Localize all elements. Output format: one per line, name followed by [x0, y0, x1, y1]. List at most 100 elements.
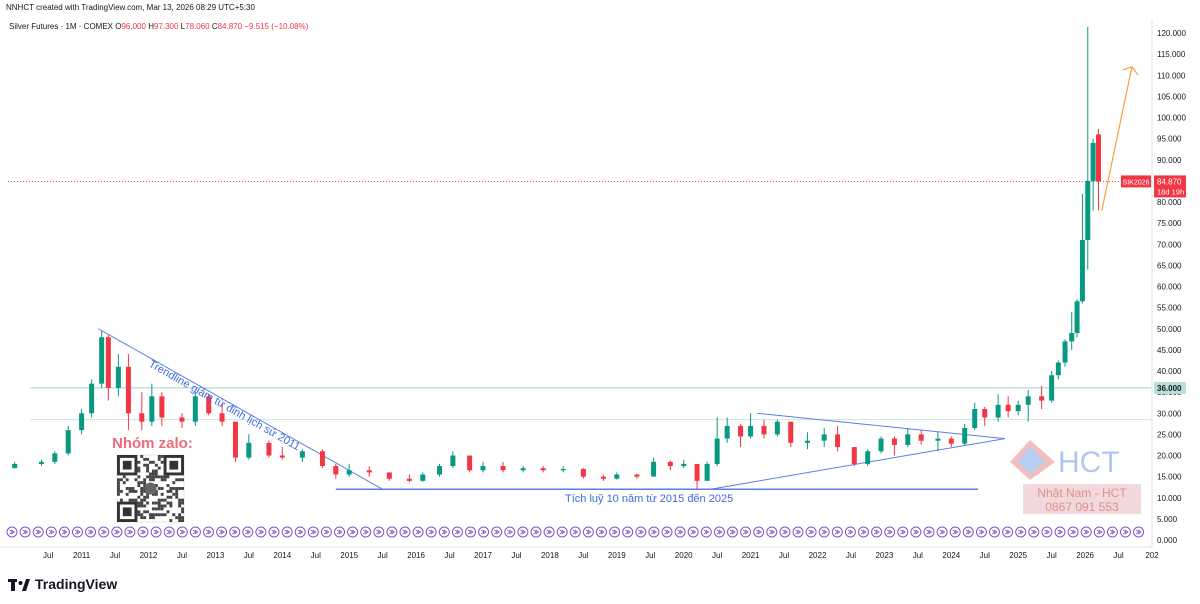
qr-module	[151, 472, 155, 476]
high-value: 97.300	[153, 22, 179, 31]
event-marker-icon	[297, 529, 302, 535]
time-axis-label: 2011	[73, 551, 91, 560]
event-marker-icon	[690, 529, 695, 535]
event-marker-icon	[443, 529, 448, 535]
qr-module	[160, 513, 164, 517]
candle-body	[12, 463, 18, 469]
event-marker-icon	[1019, 529, 1024, 535]
downtrend-line	[98, 328, 383, 490]
event-marker-icon	[378, 529, 383, 535]
event-marker-icon	[179, 529, 184, 535]
event-marker-icon	[705, 529, 710, 535]
qr-module	[178, 504, 182, 508]
qr-module	[154, 489, 158, 493]
price-axis-label: 60.000	[1157, 283, 1182, 292]
event-marker-icon	[168, 529, 173, 535]
event-marker-icon	[965, 529, 970, 535]
qr-module	[181, 498, 184, 502]
qr-zalo-badge	[144, 482, 157, 495]
qr-module	[169, 519, 173, 522]
candle-body	[724, 425, 730, 439]
qr-module	[146, 463, 150, 467]
price-axis-label: 55.000	[1157, 304, 1182, 313]
event-marker-icon	[87, 529, 92, 535]
time-axis-label: 2016	[407, 551, 425, 560]
qr-module	[175, 478, 179, 482]
price-chart[interactable]: Trendline giảm từ đỉnh lịch sử 2011Tích …	[0, 0, 1200, 570]
qr-module	[117, 478, 120, 482]
qr-module	[117, 492, 120, 496]
event-marker-icon	[415, 529, 420, 535]
event-marker-icon	[666, 529, 671, 535]
event-marker-icon	[954, 529, 959, 535]
event-marker-icon	[89, 529, 94, 535]
qr-module	[154, 463, 158, 467]
tradingview-logo-icon	[8, 578, 30, 591]
qr-module	[128, 489, 132, 493]
event-marker-icon	[469, 529, 474, 535]
candle-body	[774, 421, 780, 435]
event-marker-icon	[482, 529, 487, 535]
qr-module	[137, 484, 141, 488]
event-marker-icon	[535, 529, 540, 535]
qr-module	[134, 478, 138, 482]
qr-module	[137, 475, 141, 479]
qr-module	[175, 495, 179, 499]
event-marker-icon	[902, 529, 907, 535]
event-marker-icon	[351, 529, 356, 535]
symbol-name[interactable]: Silver Futures · 1M · COMEX	[9, 22, 114, 31]
event-marker-icon	[795, 529, 800, 535]
qr-module	[163, 504, 167, 508]
price-axis-label: 25.000	[1157, 430, 1182, 439]
candle-body	[1090, 142, 1096, 181]
event-marker-icon	[245, 529, 250, 535]
event-marker-icon	[849, 529, 854, 535]
qr-module	[149, 460, 152, 464]
event-marker-icon	[495, 529, 500, 535]
qr-module	[157, 475, 161, 479]
event-marker-icon	[862, 529, 867, 535]
qr-module	[131, 487, 135, 490]
event-marker-icon	[1072, 529, 1077, 535]
candle-body	[995, 404, 1001, 418]
event-marker-icon	[546, 529, 551, 535]
qr-module	[151, 460, 155, 464]
time-axis-label: 2013	[206, 551, 224, 560]
candle-body	[65, 430, 71, 454]
qr-module	[137, 481, 141, 485]
time-axis-label: Jul	[244, 551, 254, 560]
qr-module	[157, 455, 161, 458]
qr-module	[143, 481, 147, 485]
qr-module	[172, 487, 176, 490]
qr-module	[143, 495, 147, 499]
event-marker-icon	[664, 529, 669, 535]
event-marker-icon	[875, 529, 880, 535]
qr-module	[163, 498, 167, 502]
event-marker-icon	[155, 529, 160, 535]
candle-body	[540, 468, 546, 471]
qr-module	[143, 489, 147, 493]
price-axis-label: 30.000	[1157, 409, 1182, 418]
qr-module	[154, 484, 158, 488]
time-axis-label: Jul	[378, 551, 388, 560]
time-axis-label: 2025	[1009, 551, 1027, 560]
price-axis-label: 15.000	[1157, 473, 1182, 482]
qr-module	[181, 519, 184, 522]
event-marker-icon	[755, 529, 760, 535]
candle-body	[366, 470, 372, 473]
event-marker-icon	[653, 529, 658, 535]
qr-module	[163, 478, 167, 482]
event-marker-icon	[1111, 529, 1116, 535]
qr-module	[137, 513, 141, 517]
qr-module	[119, 489, 123, 493]
qr-module	[131, 489, 135, 493]
candle-body	[667, 461, 673, 467]
accumulation-label: Tích luỹ 10 năm từ 2015 đến 2025	[565, 493, 733, 505]
qr-module	[146, 466, 150, 470]
candle-body	[1085, 180, 1091, 241]
tradingview-footer[interactable]: TradingView	[8, 576, 117, 592]
event-marker-icon	[797, 529, 802, 535]
qr-module	[151, 475, 155, 479]
qr-module	[160, 507, 164, 511]
event-marker-icon	[640, 529, 645, 535]
